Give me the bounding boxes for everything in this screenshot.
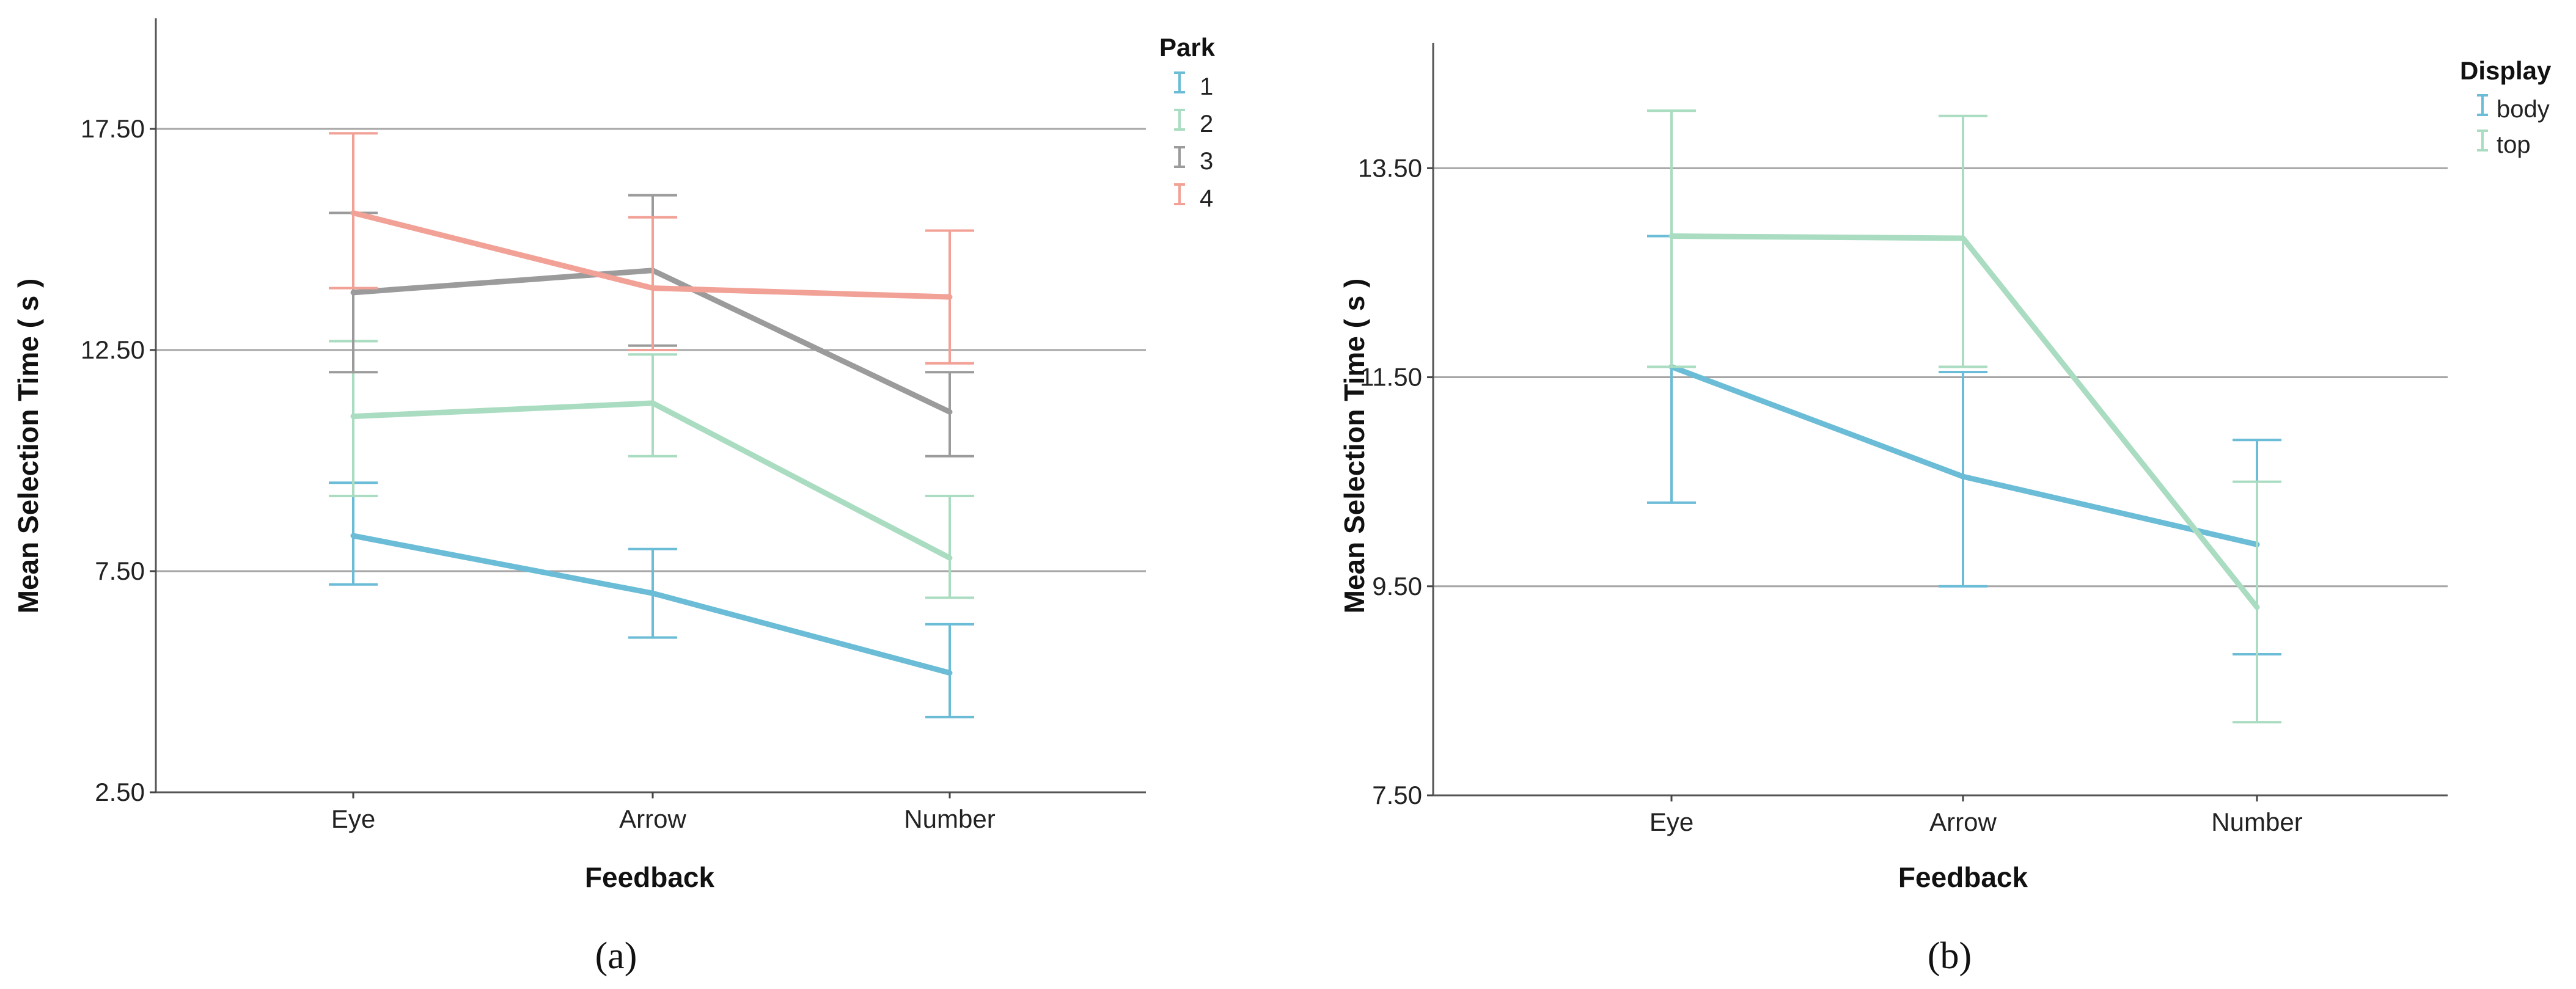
series-2 <box>329 340 974 599</box>
panel-caption: (b) <box>1928 935 1972 977</box>
y-axis-title: Mean Selection Time ( s ) <box>12 279 44 614</box>
y-tick-label: 11.50 <box>1360 363 1422 392</box>
legend-title: Park <box>1159 33 1216 62</box>
legend-label: 3 <box>1200 148 1213 175</box>
series-top <box>1647 109 2281 724</box>
x-tick-label: Eye <box>331 805 375 833</box>
data-point <box>947 555 953 561</box>
x-tick-label: Arrow <box>619 805 686 833</box>
y-tick-label: 12.50 <box>81 335 145 364</box>
panel-caption: (a) <box>595 935 637 977</box>
legend-errorbar-icon <box>1174 146 1185 168</box>
data-point <box>650 590 656 596</box>
y-tick-label: 13.50 <box>1358 153 1422 182</box>
data-point <box>947 670 953 676</box>
x-axis-title: Feedback <box>585 861 715 893</box>
legend-errorbar-icon <box>2477 94 2488 116</box>
x-tick-label: Arrow <box>1929 808 1997 836</box>
x-axis-title: Feedback <box>1898 861 2028 893</box>
x-tick-label: Number <box>904 805 995 833</box>
x-tick-label: Number <box>2211 808 2302 836</box>
data-point <box>350 290 356 296</box>
y-tick-label: 7.50 <box>1372 781 1422 809</box>
y-tick-label: 17.50 <box>81 114 145 143</box>
legend-errorbar-icon <box>2477 130 2488 151</box>
legend-label: 2 <box>1200 111 1213 137</box>
legend-label: body <box>2497 96 2550 123</box>
data-point <box>350 414 356 420</box>
data-point <box>650 400 656 406</box>
data-point <box>650 285 656 291</box>
data-point <box>1960 235 1966 241</box>
data-point <box>947 294 953 300</box>
chart-panel-a: 2.50 7.50 12.50 17.50 Eye Arrow Number Park 1 2… <box>12 18 1216 977</box>
y-tick-label: 9.50 <box>1372 572 1422 600</box>
data-point <box>947 409 953 415</box>
legend-errorbar-icon <box>1174 183 1185 205</box>
legend-title: Display <box>2460 56 2552 85</box>
data-point <box>1668 233 1675 239</box>
y-axis-title: Mean Selection Time ( s ) <box>1338 279 1370 614</box>
data-point <box>2254 604 2260 610</box>
data-point <box>1960 473 1966 480</box>
series-4 <box>329 132 974 365</box>
legend-label: top <box>2497 131 2531 158</box>
y-tick-label: 7.50 <box>95 557 145 585</box>
legend-errorbar-icon <box>1174 71 1185 93</box>
legend-label: 4 <box>1200 185 1213 212</box>
data-point <box>350 533 356 539</box>
y-tick-label: 2.50 <box>95 778 145 806</box>
x-tick-label: Eye <box>1649 808 1693 836</box>
legend-label: 1 <box>1200 73 1213 100</box>
chart-panel-b: 7.50 9.50 11.50 13.50 Eye Arrow Number Displa… <box>1338 43 2552 977</box>
legend-errorbar-icon <box>1174 109 1185 131</box>
data-point <box>350 210 356 216</box>
